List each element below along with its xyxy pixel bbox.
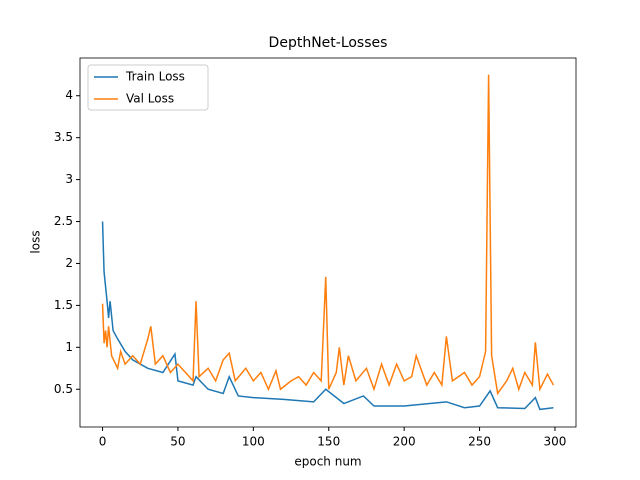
y-tick-label: 0.5	[54, 382, 73, 396]
x-axis-label: epoch num	[294, 455, 361, 469]
legend-label: Val Loss	[126, 92, 174, 106]
x-tick-label: 100	[242, 435, 265, 449]
y-tick-label: 3.5	[54, 130, 73, 144]
line-series	[101, 74, 555, 396]
plot-frame	[79, 57, 577, 428]
y-tick-label: 2	[65, 256, 73, 270]
y-tick-label: 1.5	[54, 298, 73, 312]
chart-title: DepthNet-Losses	[269, 35, 388, 51]
y-axis-label: loss	[29, 230, 43, 253]
line-series	[101, 221, 554, 411]
y-tick-label: 4	[65, 88, 73, 102]
y-tick-label: 2.5	[54, 214, 73, 228]
x-tick-label: 0	[99, 435, 107, 449]
y-tick-label: 3	[65, 172, 73, 186]
x-tick-label: 300	[544, 435, 567, 449]
x-tick-label: 200	[393, 435, 416, 449]
x-tick-label: 50	[170, 435, 185, 449]
x-tick-label: 150	[317, 435, 340, 449]
legend-label: Train Loss	[125, 70, 185, 84]
y-tick-label: 1	[65, 340, 73, 354]
x-tick-label: 250	[468, 435, 491, 449]
